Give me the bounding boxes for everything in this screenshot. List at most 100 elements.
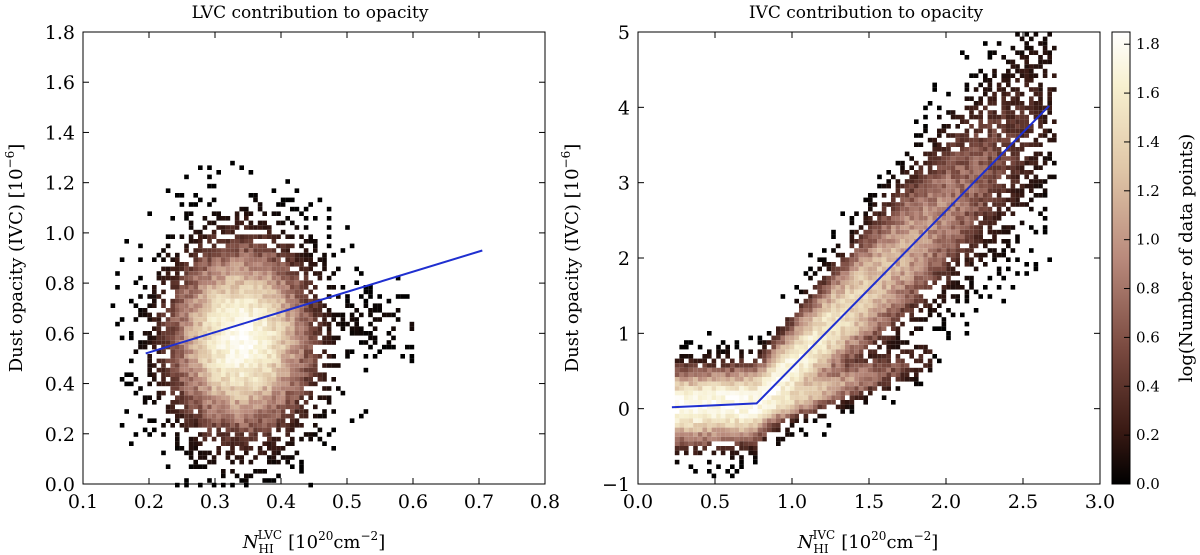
right-heat-cell	[812, 418, 818, 423]
right-heat-cell	[803, 312, 809, 318]
right-heat-cell	[868, 381, 873, 387]
right-heat-cell	[872, 331, 878, 336]
right-heat-cell	[831, 349, 836, 354]
left-heat-cell	[230, 266, 235, 272]
left-heat-cell	[267, 390, 272, 396]
left-heat-cell	[244, 423, 249, 428]
right-heat-cell	[964, 147, 970, 152]
right-heat-cell	[1033, 64, 1039, 69]
left-heat-cell	[294, 358, 300, 364]
left-heat-cell	[285, 248, 290, 253]
left-heat-cell	[188, 358, 194, 364]
right-heat-cell	[849, 400, 855, 405]
right-heat-cell	[822, 308, 827, 313]
left-heat-cell	[170, 386, 175, 391]
right-heat-cell	[932, 206, 937, 212]
left-heat-cell	[170, 381, 175, 387]
left-heat-cell	[244, 372, 249, 377]
left-heat-cell	[230, 349, 235, 354]
right-heat-cell	[964, 197, 970, 203]
right-heat-cell	[1001, 105, 1006, 111]
left-heat-cell	[211, 400, 217, 405]
right-heat-cell	[734, 390, 740, 396]
left-heat-cell	[188, 354, 194, 359]
right-heat-cell	[960, 179, 965, 184]
left-heat-cell	[349, 312, 355, 318]
right-heat-cell	[918, 248, 924, 253]
left-heat-cell	[349, 326, 355, 331]
right-heat-cell	[840, 262, 845, 267]
left-heat-cell	[299, 211, 304, 216]
right-heat-cell	[904, 193, 910, 198]
left-heat-cell	[230, 413, 235, 419]
right-heat-cell	[845, 354, 850, 359]
right-heat-cell	[845, 349, 850, 354]
left-heat-cell	[267, 285, 272, 290]
left-heat-cell	[221, 377, 226, 382]
right-heat-cell	[679, 409, 684, 414]
right-heat-cell	[941, 321, 947, 327]
left-heat-cell	[202, 312, 208, 318]
right-heat-cell	[863, 252, 868, 258]
left-heat-cell	[179, 409, 185, 414]
right-heat-cell	[881, 202, 887, 207]
right-heat-cell	[1019, 142, 1025, 147]
right-heat-cell	[748, 367, 753, 373]
right-heat-cell	[868, 377, 873, 382]
left-heat-cell	[276, 367, 281, 373]
left-heat-cell	[267, 363, 272, 368]
right-heat-cell	[987, 160, 993, 166]
right-heat-cell	[932, 183, 937, 189]
left-heat-cell	[326, 285, 332, 290]
right-heat-cell	[927, 151, 933, 157]
left-heat-cell	[216, 211, 221, 216]
right-heat-cell	[1047, 50, 1052, 55]
left-heat-cell	[248, 170, 254, 175]
right-heat-cell	[776, 331, 781, 336]
left-heat-cell	[257, 331, 263, 336]
right-heat-cell	[950, 110, 956, 115]
right-heat-cell	[909, 248, 914, 253]
left-heat-cell	[322, 252, 327, 258]
right-heat-cell	[877, 229, 882, 235]
right-heat-cell	[927, 101, 933, 106]
right-heat-cell	[937, 248, 942, 253]
right-heat-cell	[895, 252, 901, 258]
right-heat-cell	[969, 147, 974, 152]
right-heat-cell	[973, 183, 979, 189]
right-heat-cell	[1006, 91, 1011, 97]
right-heat-cell	[904, 285, 910, 290]
left-heat-cell	[193, 257, 198, 262]
left-heat-cell	[262, 386, 267, 391]
right-heat-cell	[835, 308, 841, 313]
right-heat-cell	[950, 234, 956, 239]
left-heat-cell	[271, 400, 277, 405]
right-heat-cell	[918, 202, 924, 207]
right-heat-cell	[734, 386, 740, 391]
right-heat-cell	[854, 381, 859, 387]
left-heat-cell	[133, 303, 139, 308]
left-heat-cell	[267, 321, 272, 327]
left-heat-cell	[239, 165, 244, 170]
left-heat-cell	[267, 340, 272, 345]
right-heat-cell	[932, 160, 937, 166]
left-heat-cell	[308, 202, 313, 207]
left-heat-cell	[303, 344, 309, 350]
left-heat-cell	[211, 418, 217, 423]
right-heat-cell	[716, 413, 721, 419]
left-heat-cell	[225, 262, 231, 267]
right-heat-cell	[693, 400, 698, 405]
right-heat-cell	[854, 248, 859, 253]
right-heat-cell	[973, 188, 979, 193]
right-heat-cell	[1024, 41, 1029, 46]
right-heat-cell	[868, 294, 873, 299]
right-heat-cell	[1042, 45, 1048, 51]
left-heat-cell	[248, 404, 254, 410]
right-heat-cell	[987, 170, 993, 175]
left-heat-cell	[234, 354, 240, 359]
left-heat-cell	[248, 395, 254, 400]
right-x-tick-label: 2.5	[1008, 491, 1038, 513]
left-heat-cell	[198, 423, 203, 428]
right-heat-cell	[789, 432, 795, 437]
right-heat-cell	[904, 252, 910, 258]
